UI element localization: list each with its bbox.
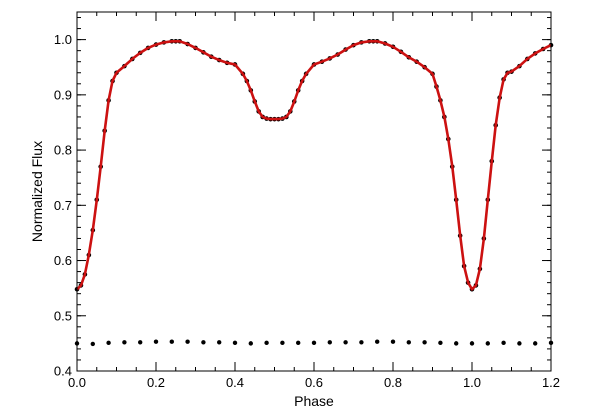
x-tick-label: 0.8 xyxy=(384,375,402,390)
residual-point xyxy=(422,340,427,345)
residual-point xyxy=(217,340,222,345)
residual-point xyxy=(438,340,443,346)
residual-point xyxy=(343,340,348,345)
y-tick-labels: 0.4 0.5 0.6 0.7 0.8 0.9 1.0 xyxy=(54,32,72,378)
residual-point xyxy=(138,340,143,345)
y-tick-label: 0.6 xyxy=(54,253,72,268)
y-tick-label: 1.0 xyxy=(54,32,72,47)
residual-point xyxy=(454,341,459,346)
y-tick-label: 0.9 xyxy=(54,87,72,102)
residual-point xyxy=(485,341,490,346)
residual-point xyxy=(248,341,253,346)
residual-point xyxy=(280,340,285,346)
residual-point xyxy=(469,341,475,346)
residual-point xyxy=(296,340,301,346)
residual-point xyxy=(90,341,96,347)
residual-point xyxy=(390,339,396,344)
y-tick-label: 0.7 xyxy=(54,198,72,213)
residual-point xyxy=(359,340,364,345)
x-tick-label: 0.0 xyxy=(68,375,86,390)
residual-point xyxy=(406,340,411,345)
residual-point xyxy=(122,340,127,345)
x-tick-label: 0.2 xyxy=(147,375,165,390)
residual-point xyxy=(169,339,174,344)
y-axis-label: Normalized Flux xyxy=(29,141,45,242)
y-tick-label: 0.8 xyxy=(54,143,72,158)
residual-point xyxy=(517,341,522,346)
y-tick-label: 0.4 xyxy=(54,364,72,379)
residual-point xyxy=(533,341,538,346)
y-tick-label: 0.5 xyxy=(54,308,72,323)
x-tick-label: 0.4 xyxy=(226,375,244,390)
plot-data xyxy=(74,38,554,347)
residual-point xyxy=(501,340,506,346)
x-tick-label: 1.2 xyxy=(542,375,560,390)
residual-point xyxy=(327,340,332,345)
x-tick-label: 1.0 xyxy=(463,375,481,390)
x-tick-label: 0.6 xyxy=(305,375,323,390)
residual-point xyxy=(153,339,159,344)
residual-point xyxy=(264,340,269,346)
model-fit-line xyxy=(76,40,552,291)
residual-point xyxy=(232,340,238,346)
residual-point xyxy=(311,340,317,346)
plot-frame xyxy=(76,11,552,372)
x-axis-label: Phase xyxy=(294,393,334,409)
residual-point xyxy=(375,339,380,344)
residual-point xyxy=(201,340,206,345)
residual-point xyxy=(106,340,111,346)
residual-point xyxy=(185,339,190,344)
x-tick-labels: 0.0 0.2 0.4 0.6 0.8 1.0 1.2 xyxy=(68,375,560,390)
